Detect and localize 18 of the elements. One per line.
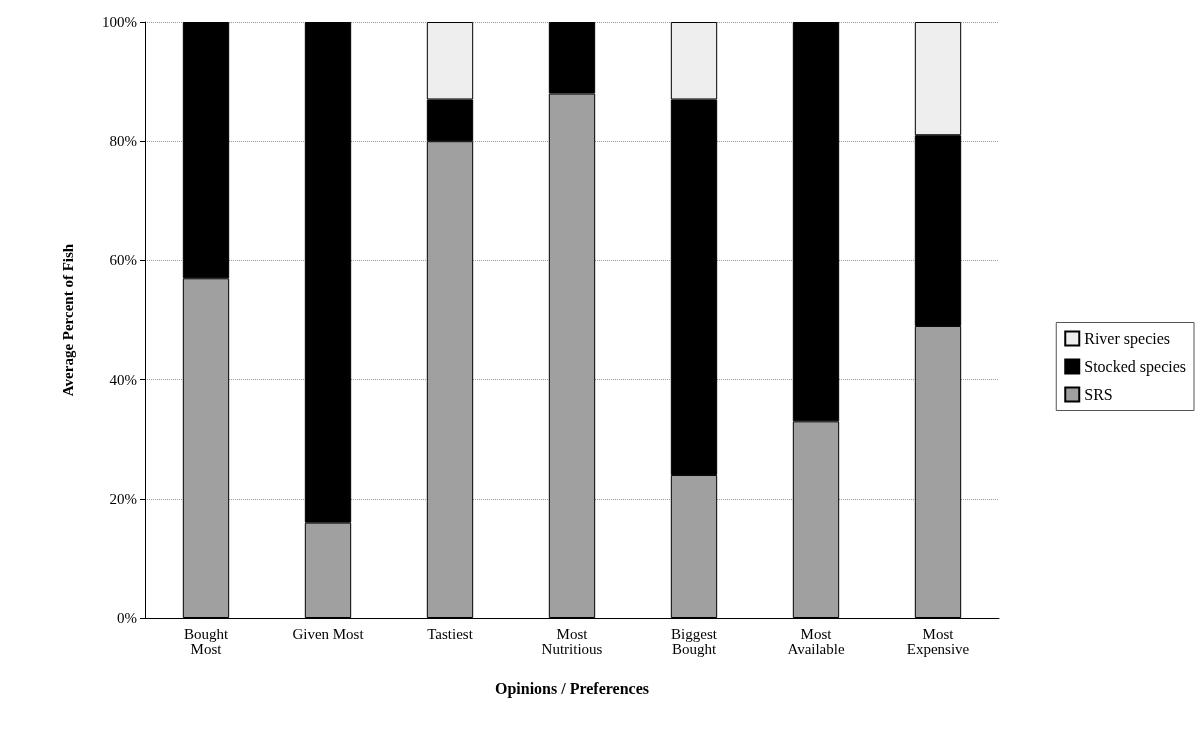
x-tick-label: Given Most <box>292 625 365 642</box>
y-tick-label: 20% <box>109 490 137 507</box>
x-tick-label: Most Expensive <box>906 625 970 657</box>
legend-label: River species <box>1084 330 1170 348</box>
y-tick-label: 40% <box>109 371 137 388</box>
x-tick-label: Most Nutritious <box>541 625 603 657</box>
x-tick-label: Most Available <box>787 625 845 657</box>
x-tick-label: Biggest Bought <box>671 625 718 657</box>
y-tick-label: 80% <box>109 133 137 150</box>
y-axis-title: Average Percent of Fish <box>59 243 76 397</box>
x-tick-label: Tastiest <box>427 625 474 642</box>
x-axis-title: Opinions / Preferences <box>494 679 650 698</box>
x-tick-label: Bought Most <box>183 625 229 657</box>
y-tick-label: 100% <box>102 14 137 30</box>
y-tick-label: 0% <box>117 610 137 626</box>
legend-label: Stocked species <box>1084 358 1186 376</box>
y-tick-label: 60% <box>109 252 137 269</box>
legend-label: SRS <box>1084 386 1113 403</box>
